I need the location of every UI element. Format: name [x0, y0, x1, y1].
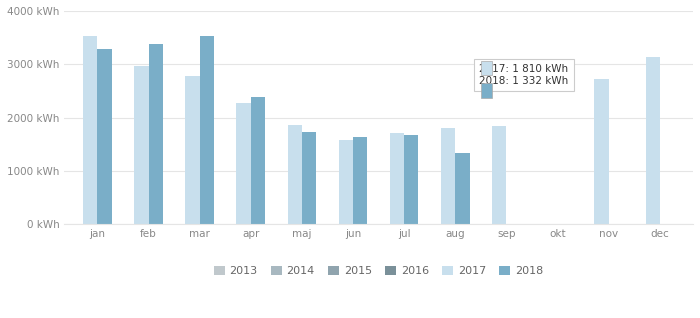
Legend: 2013, 2014, 2015, 2016, 2017, 2018: 2013, 2014, 2015, 2016, 2017, 2018 [209, 262, 547, 281]
Bar [237, 103, 251, 224]
Bar [134, 66, 148, 224]
Bar [404, 135, 419, 224]
Bar [251, 97, 265, 224]
Bar [594, 79, 609, 224]
Bar [481, 84, 492, 98]
Bar [645, 57, 660, 224]
Bar [353, 137, 368, 224]
Bar [83, 36, 97, 224]
Bar [481, 61, 492, 75]
Bar [148, 44, 163, 224]
Bar [288, 125, 302, 224]
Bar [441, 128, 455, 224]
Bar [339, 140, 353, 224]
Bar [199, 36, 214, 224]
Bar [455, 153, 470, 224]
Bar [97, 49, 112, 224]
Bar [302, 132, 316, 224]
Bar [186, 76, 199, 224]
Text: 2017: 1 810 kWh
2018: 1 332 kWh: 2017: 1 810 kWh 2018: 1 332 kWh [480, 64, 568, 86]
Bar [390, 133, 404, 224]
Bar [492, 126, 506, 224]
